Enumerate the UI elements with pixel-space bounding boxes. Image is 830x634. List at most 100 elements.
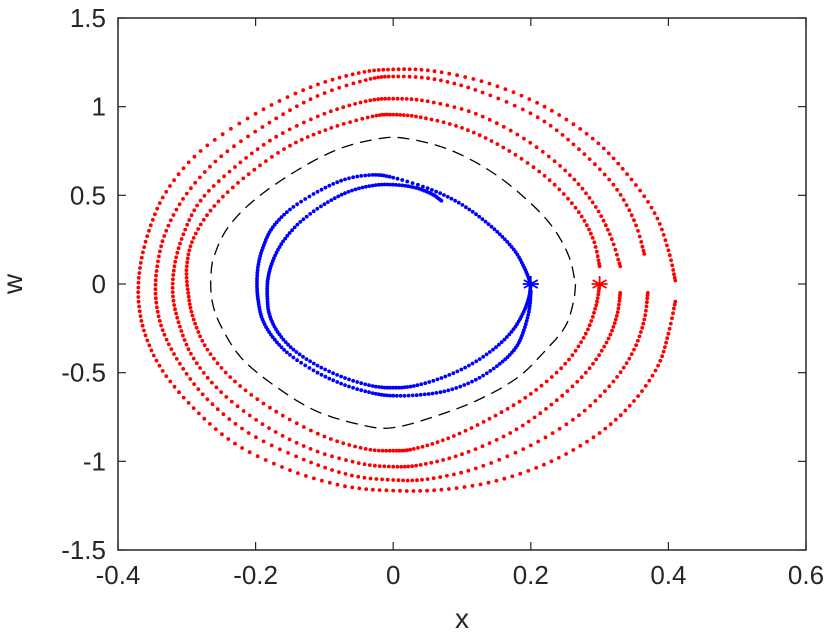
data-point	[214, 385, 219, 390]
data-point	[291, 347, 296, 352]
data-point	[186, 291, 191, 295]
data-point	[670, 263, 675, 268]
data-point	[527, 97, 532, 101]
data-point	[215, 361, 220, 366]
data-point	[497, 457, 502, 462]
data-point	[255, 279, 259, 284]
data-point	[427, 380, 432, 384]
data-point	[379, 75, 384, 79]
data-point	[552, 182, 557, 187]
data-point	[614, 314, 619, 318]
data-point	[277, 99, 282, 103]
y-tick-label: -1	[83, 446, 106, 476]
data-point	[382, 385, 387, 390]
data-point	[268, 405, 272, 410]
data-point	[595, 254, 600, 259]
data-point	[330, 468, 334, 472]
data-point	[610, 328, 614, 333]
data-point	[618, 264, 623, 269]
data-point	[253, 129, 258, 134]
data-point	[473, 111, 478, 116]
data-point	[584, 191, 588, 196]
data-point	[256, 265, 260, 270]
data-point	[269, 443, 274, 448]
data-point	[477, 214, 482, 219]
x-tick-label: -0.4	[96, 560, 141, 590]
data-point	[643, 313, 648, 318]
data-point	[224, 395, 229, 399]
x-tick-label: 0.6	[788, 560, 824, 590]
dashed-boundary-curve	[210, 136, 577, 429]
data-point	[208, 422, 212, 426]
data-point	[316, 463, 321, 468]
data-point	[455, 73, 459, 78]
data-point	[308, 85, 313, 90]
data-point	[157, 363, 162, 368]
data-point	[370, 173, 375, 177]
data-point	[275, 340, 279, 345]
data-point	[384, 488, 389, 493]
data-point	[367, 184, 372, 189]
data-point	[527, 309, 531, 314]
data-point	[371, 487, 375, 492]
data-point	[294, 454, 298, 459]
data-point	[672, 302, 677, 307]
data-point	[580, 186, 585, 191]
data-point	[157, 319, 162, 323]
data-point	[294, 140, 298, 145]
data-point	[502, 337, 507, 342]
data-point	[198, 175, 202, 180]
data-point	[373, 173, 378, 177]
data-point	[379, 97, 384, 101]
data-point	[642, 252, 647, 256]
data-point	[316, 82, 320, 87]
data-point	[288, 468, 292, 473]
data-point	[419, 75, 424, 80]
data-point	[137, 304, 142, 309]
data-point	[572, 177, 577, 182]
data-point	[255, 271, 260, 275]
data-point	[387, 174, 392, 179]
data-point	[667, 326, 672, 331]
data-point	[634, 223, 638, 228]
data-point	[606, 336, 611, 341]
data-point	[348, 120, 352, 124]
data-point	[491, 347, 495, 352]
data-point	[426, 76, 430, 81]
data-point	[335, 107, 339, 112]
data-point	[629, 352, 634, 356]
data-point	[370, 384, 375, 388]
data-point	[335, 380, 340, 384]
data-point	[341, 105, 346, 110]
data-point	[425, 186, 430, 191]
data-point	[453, 454, 458, 459]
data-point	[374, 384, 378, 389]
data-point	[172, 264, 177, 269]
data-point	[518, 471, 523, 476]
data-point	[296, 471, 300, 475]
data-point	[376, 97, 380, 102]
data-point	[301, 444, 306, 448]
data-point	[274, 220, 279, 225]
data-point	[410, 181, 415, 186]
data-point	[509, 245, 514, 249]
data-point	[613, 417, 618, 422]
data-point	[646, 200, 650, 204]
data-point	[425, 443, 430, 448]
data-point	[367, 383, 371, 388]
data-point	[573, 205, 578, 210]
data-point	[198, 222, 203, 227]
data-point	[299, 360, 303, 365]
data-point	[327, 480, 332, 485]
data-point	[507, 332, 512, 337]
data-point	[442, 193, 446, 197]
data-point	[193, 231, 198, 236]
data-point	[315, 449, 320, 454]
data-point	[343, 177, 347, 182]
data-point	[309, 460, 313, 465]
data-point	[186, 252, 191, 257]
data-point	[639, 330, 643, 334]
data-point	[413, 75, 418, 79]
x-tick-label: 0.4	[650, 560, 686, 590]
data-point	[603, 389, 607, 393]
